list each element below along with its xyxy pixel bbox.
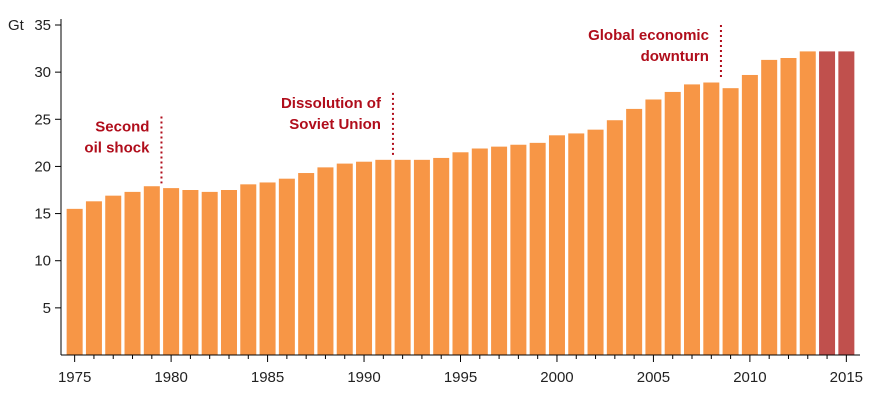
x-tick-label-1980: 1980 [154,369,187,386]
bar-1985 [259,182,276,355]
bar-2005 [645,99,662,356]
y-tick-label-35: 35 [34,17,51,34]
bar-2007 [684,84,701,356]
y-tick-label-20: 20 [34,158,51,175]
bar-1977 [105,195,122,355]
x-tick-label-2005: 2005 [637,369,670,386]
bar-1982 [201,191,218,355]
bar-1975 [66,208,83,355]
annotation-1-line-1: Second [95,119,149,136]
y-tick-label-25: 25 [34,111,51,128]
bar-1999 [529,142,546,355]
x-tick-label-1985: 1985 [251,369,284,386]
y-tick-label-10: 10 [34,253,51,270]
bar-1979 [143,186,160,355]
bar-2013 [799,51,816,356]
bar-1988 [317,167,334,355]
y-unit-label: Gt [8,17,25,34]
annotation-3-line-1: Global economic [588,27,709,44]
x-tick-label-2000: 2000 [540,369,573,386]
y-tick-label-15: 15 [34,206,51,223]
annotation-2-line-1: Dissolution of [281,95,382,112]
x-tick-label-1990: 1990 [347,369,380,386]
bar-1992 [394,159,411,355]
bar-1994 [433,157,450,355]
bar-1990 [356,161,373,355]
bar-2015 [838,51,855,356]
x-tick-label-1995: 1995 [444,369,477,386]
bar-2014 [819,51,836,356]
bar-1991 [375,159,392,355]
bar-1983 [220,190,237,355]
bar-2001 [568,133,585,355]
bar-1981 [182,190,199,355]
bar-1997 [491,146,508,355]
bars-group [66,51,855,356]
bar-1998 [510,144,527,355]
bar-2010 [741,74,758,355]
bar-1987 [298,173,315,355]
bar-2002 [587,129,604,355]
bar-2000 [548,135,565,355]
bar-1995 [452,152,469,355]
bar-2006 [664,91,681,355]
bar-1989 [336,163,353,355]
y-tick-label-5: 5 [43,300,51,317]
bar-1986 [278,178,295,355]
bar-2012 [780,58,797,355]
bar-1993 [413,159,430,355]
y-tick-label-30: 30 [34,64,51,81]
annotations-group: Second oil shock Dissolution of Soviet Unio… [84,25,722,184]
x-tick-label-1975: 1975 [58,369,91,386]
x-tick-label-2015: 2015 [830,369,863,386]
bar-1996 [471,148,488,355]
x-ticks-group: 1975 1980 1985 1990 1995 2000 2005 2010 2015 [58,355,863,386]
bar-2004 [626,108,643,355]
annotation-2-line-2: Soviet Union [289,116,381,133]
annotation-3-line-2: downturn [641,48,709,65]
annotation-1-line-2: oil shock [84,140,150,157]
bar-2008 [703,82,720,355]
y-ticks-group: 5 10 15 20 25 30 35 [34,17,61,317]
bar-1978 [124,191,141,355]
bar-1984 [240,184,257,355]
bar-1976 [85,201,102,355]
x-tick-label-2010: 2010 [733,369,766,386]
bar-1980 [163,188,180,355]
bar-2011 [761,59,778,355]
bar-2003 [606,120,623,355]
bar-2009 [722,88,739,356]
